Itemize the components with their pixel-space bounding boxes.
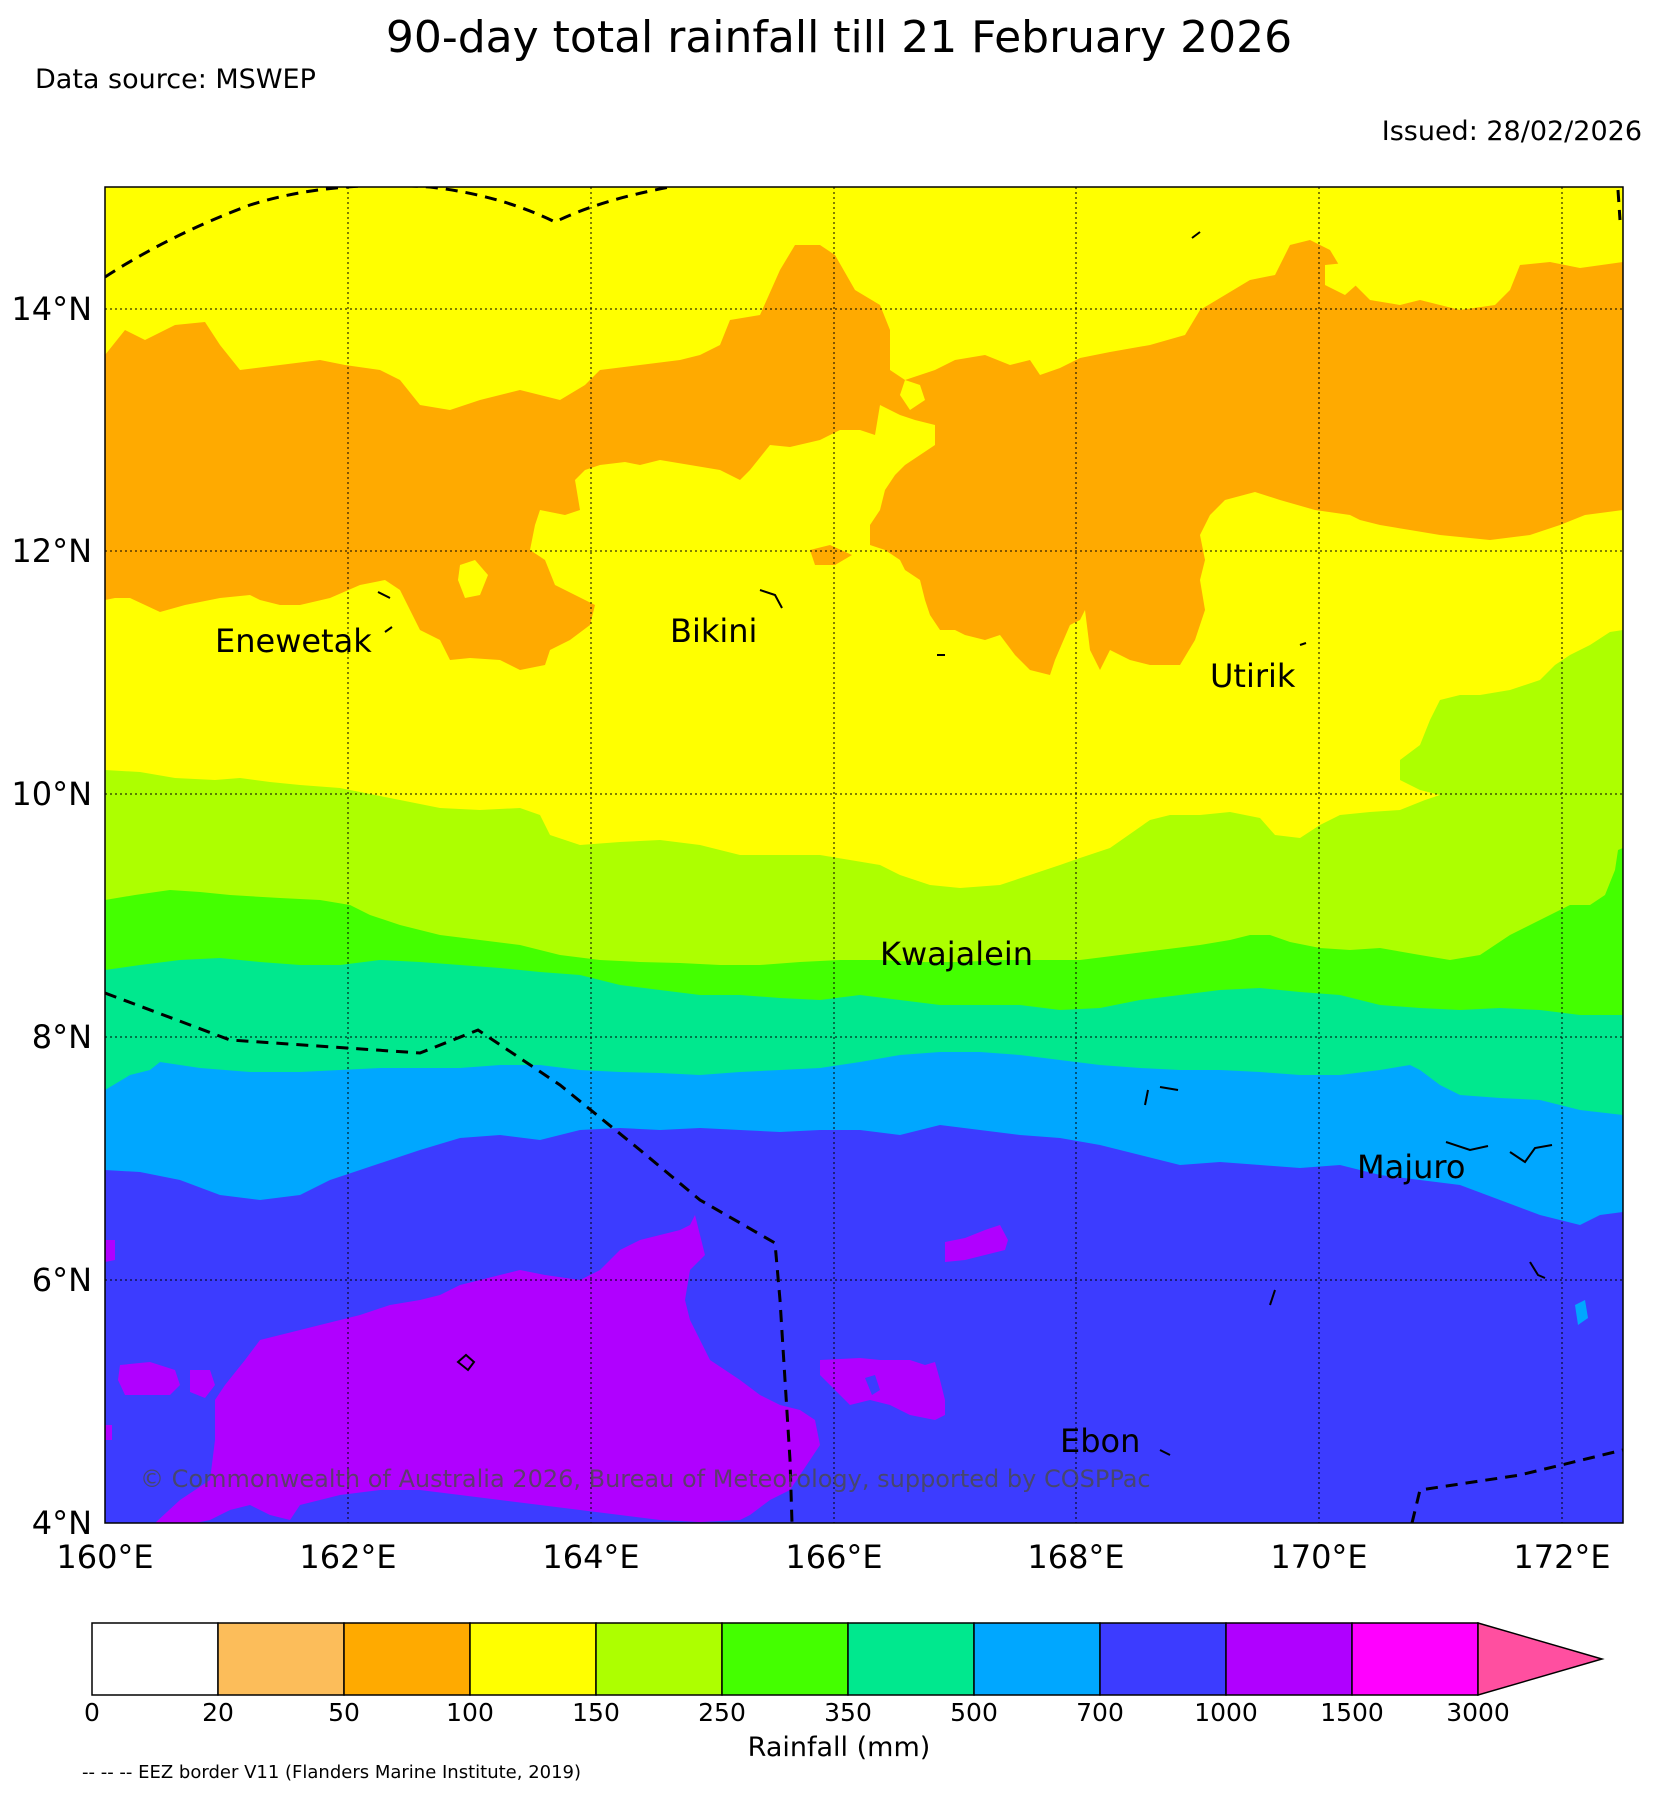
colorbar-tick: 700 bbox=[1076, 1698, 1124, 1727]
lon-tick-172: 172°E bbox=[1513, 1538, 1611, 1576]
copyright-notice: © Commonwealth of Australia 2026, Bureau… bbox=[140, 1465, 1151, 1493]
colorbar-swatch-150-250 bbox=[595, 1622, 723, 1696]
colorbar-tick: 0 bbox=[84, 1698, 100, 1727]
colorbar-swatch-250-350 bbox=[721, 1622, 849, 1696]
lon-tick-164: 164°E bbox=[542, 1538, 640, 1576]
colorbar-swatch-700-1000 bbox=[1099, 1622, 1227, 1696]
place-label-utirik: Utirik bbox=[1210, 657, 1296, 695]
rainfall-band-50-100 bbox=[105, 240, 1623, 675]
colorbar-swatch-20-50 bbox=[217, 1622, 345, 1696]
colorbar-tick: 3000 bbox=[1446, 1698, 1510, 1727]
data-source-label: Data source: MSWEP bbox=[35, 64, 316, 95]
issued-date: Issued: 28/02/2026 bbox=[1381, 116, 1642, 147]
colorbar-swatch-100-150 bbox=[469, 1622, 597, 1696]
place-label-enewetak: Enewetak bbox=[215, 622, 372, 660]
colorbar-tick: 250 bbox=[698, 1698, 746, 1727]
colorbar-label: Rainfall (mm) bbox=[747, 1732, 931, 1763]
atoll-outlines bbox=[377, 231, 1553, 1456]
colorbar-tick: 50 bbox=[328, 1698, 360, 1727]
colorbar-swatch-500-700 bbox=[973, 1622, 1101, 1696]
colorbar-tick: 100 bbox=[446, 1698, 494, 1727]
lat-tick-10: 10°N bbox=[11, 775, 92, 813]
lon-tick-162: 162°E bbox=[299, 1538, 397, 1576]
gridlines bbox=[105, 187, 1623, 1523]
lat-tick-4: 4°N bbox=[31, 1504, 92, 1542]
colorbar-tick: 20 bbox=[202, 1698, 234, 1727]
lon-tick-170: 170°E bbox=[1270, 1538, 1368, 1576]
lat-tick-8: 8°N bbox=[31, 1018, 92, 1056]
rainfall-band-1000-1500 bbox=[155, 1215, 820, 1523]
colorbar-swatch-3000-plus bbox=[1477, 1622, 1605, 1696]
colorbar-swatch-1500-3000 bbox=[1351, 1622, 1479, 1696]
colorbar-tick: 350 bbox=[824, 1698, 872, 1727]
lon-tick-168: 168°E bbox=[1027, 1538, 1125, 1576]
colorbar-swatch-0-20 bbox=[91, 1622, 219, 1696]
place-label-ebon: Ebon bbox=[1060, 1422, 1141, 1460]
colorbar-tick: 1000 bbox=[1194, 1698, 1258, 1727]
lon-tick-166: 166°E bbox=[785, 1538, 883, 1576]
lat-tick-12: 12°N bbox=[11, 532, 92, 570]
colorbar-swatch-350-500 bbox=[847, 1622, 975, 1696]
colorbar-swatch-50-100 bbox=[343, 1622, 471, 1696]
place-label-bikini: Bikini bbox=[670, 612, 758, 650]
colorbar-tick: 500 bbox=[950, 1698, 998, 1727]
rainfall-fill bbox=[105, 187, 1623, 1523]
colorbar-swatch-1000-1500 bbox=[1225, 1622, 1353, 1696]
lat-tick-6: 6°N bbox=[31, 1261, 92, 1299]
place-label-majuro: Majuro bbox=[1357, 1148, 1466, 1186]
eez-border-note: -- -- -- EEZ border V11 (Flanders Marine… bbox=[82, 1762, 582, 1783]
map-title: 90-day total rainfall till 21 February 2… bbox=[385, 12, 1293, 63]
colorbar-tick: 150 bbox=[572, 1698, 620, 1727]
colorbar bbox=[91, 1622, 1605, 1696]
lat-tick-14: 14°N bbox=[11, 290, 92, 328]
place-label-kwajalein: Kwajalein bbox=[880, 935, 1034, 973]
eez-border bbox=[105, 187, 1623, 1523]
colorbar-tick: 1500 bbox=[1320, 1698, 1384, 1727]
map-frame bbox=[104, 186, 1624, 1524]
lon-tick-160: 160°E bbox=[56, 1538, 154, 1576]
